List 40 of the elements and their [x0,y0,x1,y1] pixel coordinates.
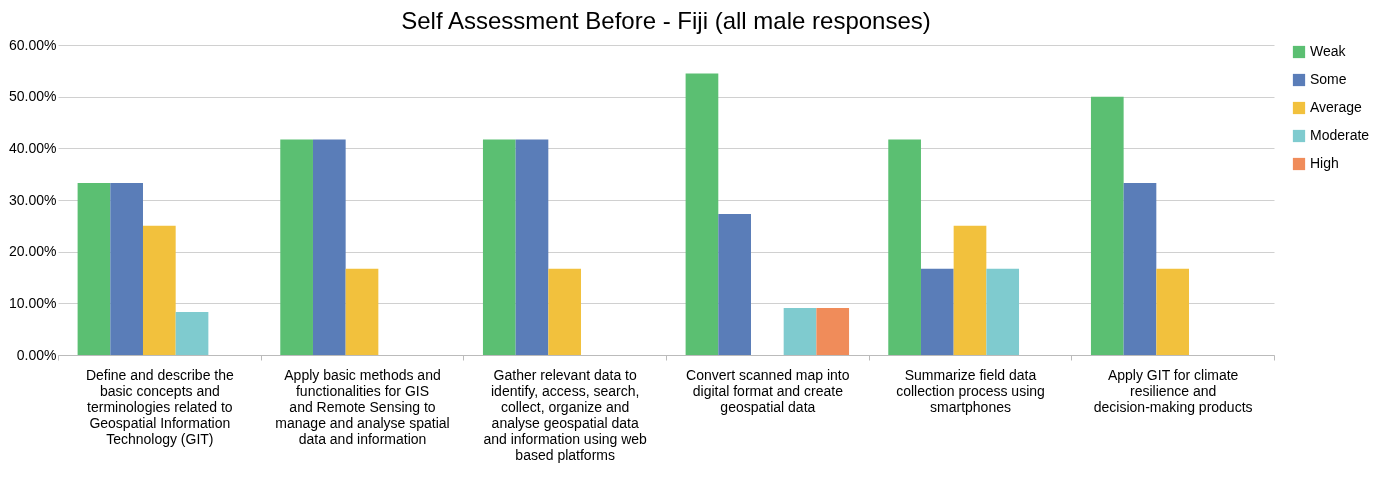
legend-label: High [1310,155,1339,171]
chart-title: Self Assessment Before - Fiji (all male responses) [401,7,931,34]
legend-label: Average [1310,99,1363,115]
bar [515,139,549,355]
bar [312,139,346,355]
bar [685,73,719,355]
bar [1123,182,1157,355]
x-tick-label: Convert scanned map into digital format and create geospatial data [686,366,850,415]
bar [175,312,209,355]
y-tick-label: 60.00% [9,36,57,53]
x-tick-label: Gather relevant data to identify, access, search, collect, organize and analyse geospatial data and information using web based platforms [483,366,648,463]
x-tick-label: Summarize field data collection process using smartphones [896,366,1045,415]
bar [110,182,143,355]
y-tick-label: 40.00% [9,139,57,156]
bar [888,139,921,355]
bar [783,307,817,355]
bar [77,182,111,355]
bar [953,225,987,355]
bar [142,225,176,355]
legend-label: Weak [1310,43,1347,59]
x-tick-label: Apply GIT for climate resilience and decision-making products [1093,366,1253,415]
x-tick-label: Apply basic methods and functionalities for GIS and Remote Sensing to manage and analyse spatial data and information [275,366,450,447]
bar [280,139,313,355]
y-tick-label: 50.00% [9,88,57,105]
y-tick-label: 20.00% [9,243,57,260]
x-tick-label: Define and describe the basic concepts and terminologies related to Geospatial Information Technology (GIT) [85,366,234,447]
bar [1090,96,1124,355]
y-tick-label: 0.00% [16,346,57,363]
bar [482,139,516,355]
legend-label: Some [1310,71,1347,87]
bar [816,307,850,355]
y-tick-label: 30.00% [9,191,57,208]
bar [986,268,1020,355]
bar [1156,268,1190,355]
y-tick-label: 10.00% [9,294,57,311]
bar [345,268,379,355]
bar [548,268,582,355]
bar [920,268,954,355]
legend-label: Moderate [1310,127,1370,143]
bar [718,213,751,355]
